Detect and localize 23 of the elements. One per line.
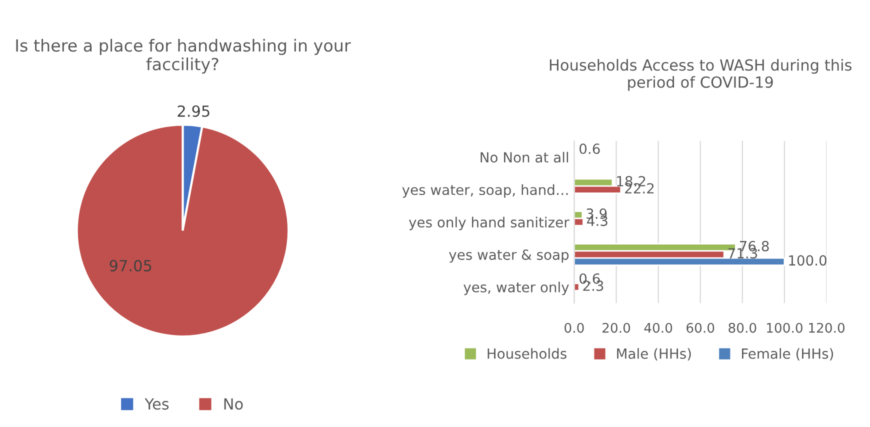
x-tick-label: 20.0 xyxy=(602,322,630,333)
data-label: 2.95 xyxy=(178,105,210,117)
y-tick-label: No Non at all xyxy=(480,152,568,163)
legend-label: Households xyxy=(488,348,566,359)
legend-label: No xyxy=(224,398,243,410)
x-tick-label: 120.0 xyxy=(809,322,845,333)
data-label: 100.0 xyxy=(789,255,826,266)
data-label: 97.05 xyxy=(110,260,152,272)
legend-label: Female (HHs) xyxy=(742,348,834,361)
chart-title: Is there a place for handwashing in your faccility? xyxy=(16,38,351,74)
y-tick-label: yes water, soap, hand… xyxy=(402,184,568,198)
legend-label: Male (HHs) xyxy=(617,348,691,361)
x-tick-label: 100.0 xyxy=(767,322,802,333)
y-tick-label: yes, water only xyxy=(464,282,569,296)
y-tick-label: yes only hand sanitizer xyxy=(408,216,570,230)
data-label: 0.6 xyxy=(580,144,600,154)
x-tick-label: 40.0 xyxy=(644,322,672,333)
x-tick-label: 60.0 xyxy=(686,322,714,333)
legend-label: Yes xyxy=(144,398,169,410)
y-tick-label: yes water & soap xyxy=(449,249,569,263)
x-tick-label: 80.0 xyxy=(728,322,756,333)
x-tick-label: 0.0 xyxy=(564,322,584,333)
chart-title: Households Access to WASH during this period of COVID-19 xyxy=(550,58,852,91)
